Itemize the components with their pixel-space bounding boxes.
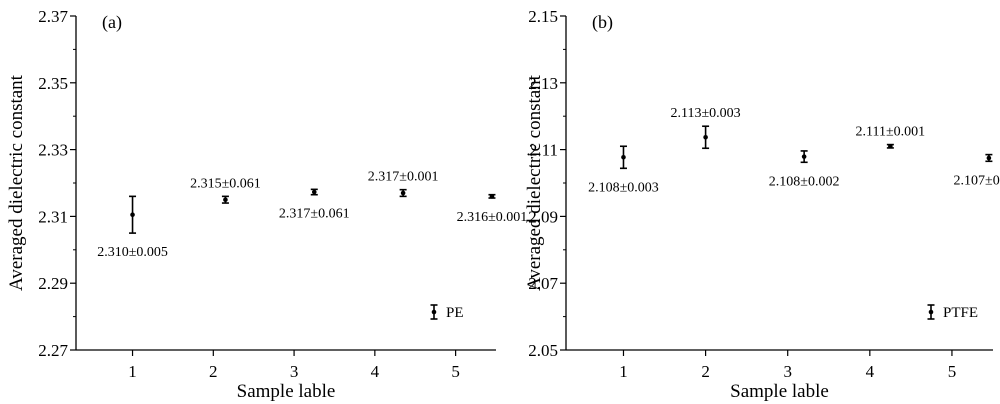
data-point: 2.316±0.001 [457,193,528,225]
x-tick-label: 3 [783,362,792,381]
x-tick-label: 2 [701,362,710,381]
x-tick-label: 1 [128,362,137,381]
legend-label: PE [446,305,464,321]
y-tick-label: 2.09 [528,207,558,226]
y-tick-label: 2.15 [528,7,558,26]
data-label: 2.316±0.001 [457,210,528,225]
data-point: 2.310±0.005 [97,195,168,260]
point-marker [400,190,406,196]
data-point: 2.108±0.002 [769,150,840,189]
data-label: 2.317±0.001 [368,170,439,185]
legend-label: PTFE [943,305,978,321]
chart-panel-b: 2.05 2.07 2.09 2.11 2.13 2.15 1 2 3 4 5 Sample labl… [524,7,1000,402]
x-tick-label: 5 [948,362,957,381]
point-marker [703,134,708,140]
y-tick-label: 2.27 [38,341,68,360]
point-marker [223,197,228,202]
x-tick-label: 4 [371,362,380,381]
y-tick-label: 2.13 [528,74,558,93]
data-label: 2.310±0.005 [97,245,168,260]
x-axis-label: Sample lable [237,381,336,402]
point-marker [621,154,626,160]
panel-label: (a) [102,12,122,33]
data-point: 2.113±0.003 [671,106,741,150]
point-marker [130,212,135,218]
x-tick-label: 1 [619,362,628,381]
data-point: 2.111±0.001 [856,125,926,149]
panel-label: (b) [592,12,613,33]
point-marker [489,194,495,199]
x-axis-label: Sample lable [730,381,829,402]
point-marker [801,154,807,159]
data-label: 2.111±0.001 [856,125,926,140]
point-marker [888,143,893,149]
data-point: 2.317±0.001 [368,170,439,198]
data-label: 2.113±0.003 [671,106,741,121]
y-tick-label: 2.37 [38,7,68,26]
y-axis-label: Averaged dielectric constant [524,74,545,291]
legend: PTFE [927,304,978,321]
legend-marker [431,309,437,315]
y-tick-label: 2.29 [38,274,68,293]
data-label: 2.108±0.003 [588,180,659,195]
y-tick-label: 2.07 [528,274,558,293]
x-tick-label: 5 [451,362,460,381]
legend: PE [430,304,464,321]
y-tick-label: 2.35 [38,74,68,93]
data-point: 2.317±0.061 [279,188,350,222]
data-label: 2.315±0.061 [190,176,261,191]
y-tick-label: 2.11 [529,141,558,160]
data-point: 2.108±0.003 [588,145,659,195]
data-point: 2.315±0.061 [190,176,261,204]
data-label: 2.107±0.001 [954,173,1000,188]
point-marker [311,189,317,195]
y-tick-label: 2.31 [38,207,68,226]
data-label: 2.108±0.002 [769,174,840,189]
legend-marker [928,309,934,315]
x-tick-label: 3 [290,362,299,381]
x-tick-label: 4 [866,362,875,381]
y-tick-label: 2.33 [38,141,68,160]
y-axis-label: Averaged dielectric constant [6,74,27,291]
data-point: 2.107±0.001 [954,153,1000,188]
x-tick-label: 2 [209,362,218,381]
data-label: 2.317±0.061 [279,207,350,222]
chart-panel-a: 2.27 2.29 2.31 2.33 2.35 2.37 1 2 3 4 5 Sample labl… [6,7,527,402]
y-tick-label: 2.05 [528,341,558,360]
point-marker [986,155,992,161]
